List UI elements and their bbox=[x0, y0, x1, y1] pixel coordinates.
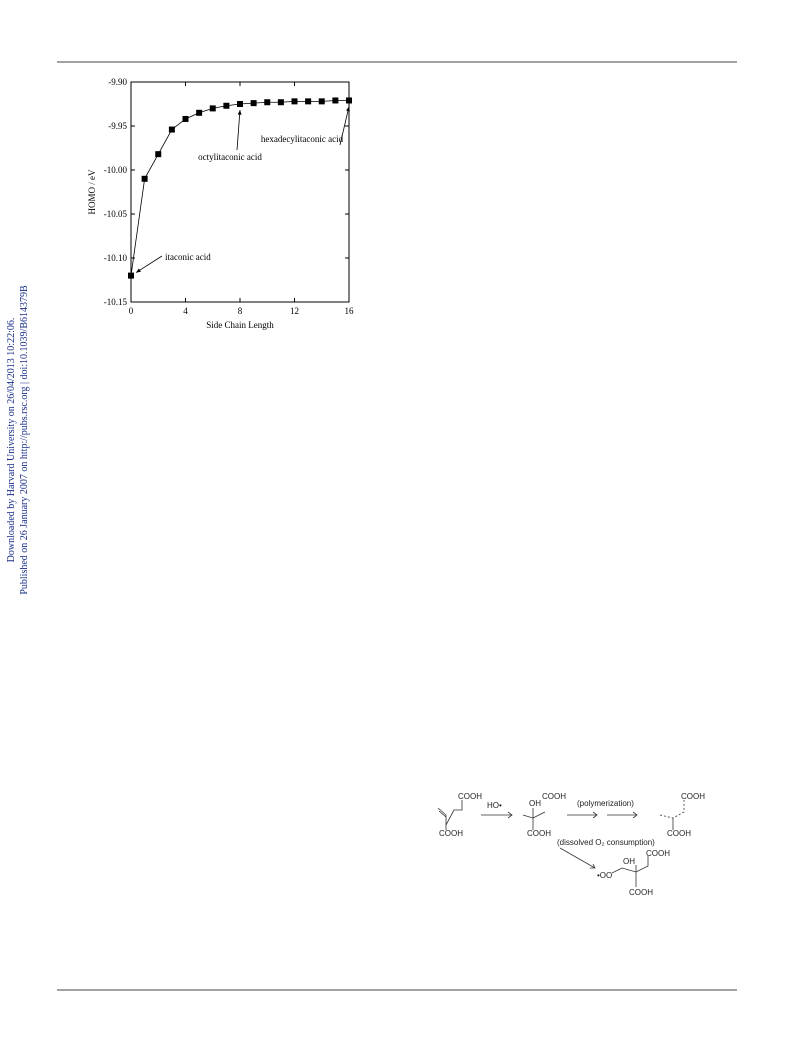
reaction-scheme bbox=[437, 800, 685, 887]
y-axis-label: HOMO / eV bbox=[87, 169, 97, 214]
arrow-head bbox=[507, 811, 513, 819]
scheme-label: (polymerization) bbox=[577, 799, 634, 808]
data-point bbox=[155, 151, 162, 158]
x-tick-label: 8 bbox=[238, 306, 243, 316]
scheme-label: COOH bbox=[542, 792, 566, 801]
y-tick-label: -10.15 bbox=[104, 297, 128, 307]
bond bbox=[659, 800, 685, 819]
series-line bbox=[130, 100, 349, 276]
chart: -10.15 -10.10 -10.05 -10.00 -9.95 -9.90 0 4 8 12 1… bbox=[87, 77, 354, 330]
scheme-label: •OO bbox=[597, 871, 612, 880]
arrow-head bbox=[136, 268, 141, 273]
scheme-label: OH bbox=[623, 857, 635, 866]
annotation: octylitaconic acid bbox=[198, 152, 262, 162]
y-tick-label: -10.05 bbox=[104, 209, 128, 219]
data-point bbox=[237, 101, 243, 107]
data-point bbox=[305, 98, 312, 105]
arrow bbox=[559, 847, 596, 869]
data-point bbox=[196, 109, 203, 116]
scheme-label: COOH bbox=[667, 829, 691, 838]
x-axis-label: Side Chain Length bbox=[206, 320, 274, 330]
data-point bbox=[168, 126, 175, 133]
sidebar-line: Downloaded by Harvard University on 26/0… bbox=[6, 318, 17, 563]
scheme-label: COOH bbox=[629, 888, 653, 897]
x-tick-label: 12 bbox=[290, 306, 299, 316]
arrow-head bbox=[237, 110, 242, 115]
scheme-label: COOH bbox=[681, 792, 705, 801]
scheme-label: COOH bbox=[439, 829, 463, 838]
arrow-head bbox=[592, 811, 598, 819]
y-tick-label: -9.95 bbox=[108, 121, 127, 131]
scheme-label: HO• bbox=[487, 801, 502, 810]
annotation-arrow bbox=[339, 106, 350, 146]
scheme-label: COOH bbox=[458, 792, 482, 801]
scheme-label: (dissolved O₂ consumption) bbox=[557, 838, 655, 847]
y-tick-label: -9.90 bbox=[108, 77, 127, 87]
data-point bbox=[264, 99, 271, 106]
annotation: hexadecylitaconic acid bbox=[261, 134, 344, 144]
data-point bbox=[291, 98, 298, 105]
data-point bbox=[332, 97, 339, 104]
bond bbox=[437, 800, 463, 826]
scheme-label: COOH bbox=[646, 849, 670, 858]
data-point bbox=[182, 115, 189, 122]
annotation-arrow bbox=[236, 109, 241, 151]
arrow-head bbox=[632, 811, 638, 819]
data-point bbox=[128, 272, 134, 279]
y-tick-label: -10.10 bbox=[104, 253, 128, 263]
x-tick-label: 4 bbox=[183, 306, 188, 316]
data-point bbox=[141, 175, 148, 182]
annotation-arrow bbox=[135, 255, 163, 273]
data-point bbox=[346, 97, 352, 104]
arrow-head bbox=[346, 106, 350, 112]
data-point bbox=[209, 105, 216, 112]
annotation: itaconic acid bbox=[165, 252, 211, 262]
bond bbox=[438, 810, 447, 818]
data-point bbox=[277, 99, 284, 106]
x-tick-label: 0 bbox=[129, 306, 134, 316]
scheme-label: COOH bbox=[527, 829, 551, 838]
data-point bbox=[223, 102, 230, 109]
data-point bbox=[318, 98, 325, 105]
bond bbox=[522, 814, 534, 830]
x-tick-label: 16 bbox=[345, 306, 355, 316]
data-point bbox=[250, 100, 257, 107]
arrow-head bbox=[590, 863, 596, 869]
scheme-label: OH bbox=[529, 799, 541, 808]
sidebar-line: Published on 26 January 2007 on http://p… bbox=[19, 285, 30, 595]
bond bbox=[532, 811, 546, 819]
y-tick-label: -10.00 bbox=[104, 165, 128, 175]
